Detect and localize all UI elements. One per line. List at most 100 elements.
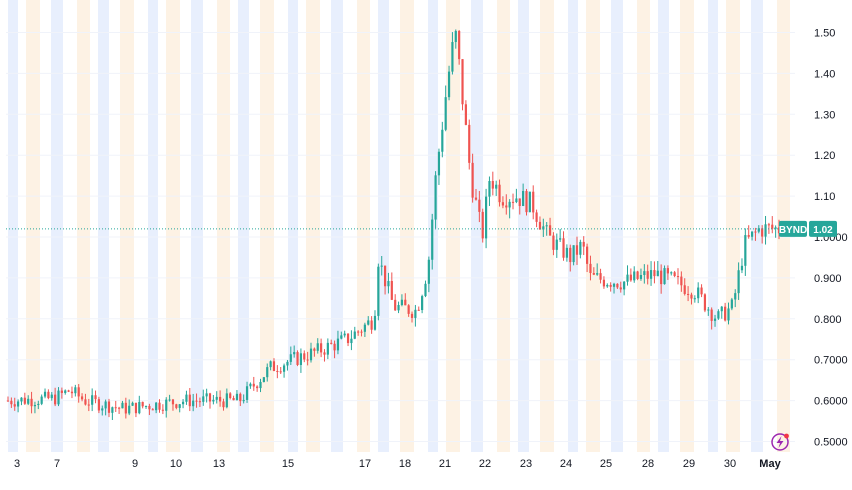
- candle-body: [168, 399, 171, 401]
- candle-body: [357, 331, 360, 333]
- session-band: [637, 0, 650, 452]
- session-band: [238, 0, 249, 452]
- candle-body: [552, 235, 555, 250]
- y-tick-label: 0.7000: [814, 355, 848, 367]
- candle-body: [757, 228, 760, 232]
- candle-body: [774, 227, 777, 229]
- x-tick-label: 30: [724, 458, 736, 470]
- session-band: [148, 0, 158, 452]
- candle-body: [579, 241, 582, 255]
- candle-body: [215, 396, 218, 400]
- x-tick-label: 25: [600, 458, 612, 470]
- candle-body: [703, 294, 707, 311]
- x-tick-label: 3: [14, 458, 20, 470]
- candle-body: [464, 104, 467, 125]
- candle-body: [424, 283, 427, 297]
- y-tick-label: 0.5000: [814, 437, 848, 449]
- session-band: [726, 0, 740, 452]
- session-band: [680, 0, 694, 452]
- candle-body: [316, 343, 319, 351]
- candle-body: [609, 284, 612, 287]
- candle-body: [690, 294, 693, 299]
- candle-body: [6, 400, 10, 402]
- symbol-label: BYND: [779, 225, 807, 236]
- candle-body: [282, 365, 286, 372]
- price-label: 1.02: [813, 225, 833, 236]
- candle-body: [495, 184, 498, 189]
- candle-body: [626, 274, 629, 282]
- candle-body: [17, 401, 20, 407]
- candle-body: [336, 338, 340, 351]
- y-tick-label: 1.50: [814, 28, 835, 40]
- lightning-badge-icon[interactable]: [771, 433, 789, 451]
- candle-body: [198, 401, 202, 403]
- y-tick-label: 0.900: [814, 273, 842, 285]
- candle-body: [471, 162, 474, 198]
- session-band: [306, 0, 320, 452]
- candle-body: [451, 42, 454, 72]
- candle-body: [144, 405, 148, 407]
- x-tick-label: 15: [282, 458, 294, 470]
- candle-body: [673, 272, 676, 277]
- candle-body: [299, 353, 303, 365]
- candle-body: [724, 306, 727, 321]
- candle-body: [747, 235, 750, 237]
- session-band: [120, 0, 134, 452]
- candle-body: [296, 352, 299, 365]
- candle-body: [417, 309, 420, 311]
- candle-body: [498, 184, 501, 203]
- x-tick-label: 23: [520, 458, 532, 470]
- candle-body: [660, 270, 663, 285]
- candle-body: [262, 377, 265, 382]
- candle-body: [219, 396, 222, 402]
- candle-body: [602, 279, 606, 287]
- candle-body: [767, 224, 770, 226]
- candle-body: [235, 393, 239, 401]
- y-tick-label: 1.20: [814, 150, 835, 162]
- candle-body: [192, 400, 195, 407]
- candle-body: [313, 348, 316, 351]
- candle-body: [60, 390, 63, 393]
- candle-body: [148, 405, 151, 410]
- candle-body: [454, 30, 457, 43]
- candle-body: [734, 293, 737, 300]
- candle-body: [548, 225, 552, 236]
- candle-body: [761, 228, 764, 237]
- candle-body: [175, 404, 178, 408]
- candle-body: [562, 238, 565, 258]
- candle-body: [404, 299, 407, 306]
- candle-body: [320, 343, 323, 353]
- candle-body: [249, 383, 252, 387]
- candle-body: [229, 393, 232, 398]
- candle-body: [293, 352, 296, 355]
- candle-body: [124, 402, 127, 414]
- candle-body: [165, 399, 168, 411]
- session-band: [568, 0, 578, 452]
- candle-body: [266, 367, 269, 378]
- candle-body: [572, 245, 575, 263]
- x-tick-label: 24: [560, 458, 572, 470]
- candle-body: [515, 198, 518, 203]
- candle-body: [80, 396, 84, 400]
- candle-body: [178, 404, 181, 408]
- session-band: [751, 0, 763, 452]
- candle-body: [289, 354, 292, 362]
- x-tick-label: 29: [683, 458, 695, 470]
- candle-body: [128, 405, 131, 414]
- candle-body: [421, 296, 424, 311]
- candle-body: [441, 129, 444, 152]
- candle-body: [585, 246, 589, 264]
- candle-body: [538, 221, 542, 230]
- candle-body: [57, 390, 60, 405]
- candle-body: [104, 401, 107, 409]
- candle-body: [397, 305, 400, 311]
- candle-body: [656, 270, 659, 277]
- candle-body: [707, 309, 710, 311]
- candle-body: [276, 370, 279, 372]
- candle-body: [542, 226, 545, 230]
- candle-body: [410, 313, 414, 318]
- candle-body: [64, 390, 67, 393]
- candle-body: [323, 352, 326, 355]
- candle-body: [232, 397, 235, 401]
